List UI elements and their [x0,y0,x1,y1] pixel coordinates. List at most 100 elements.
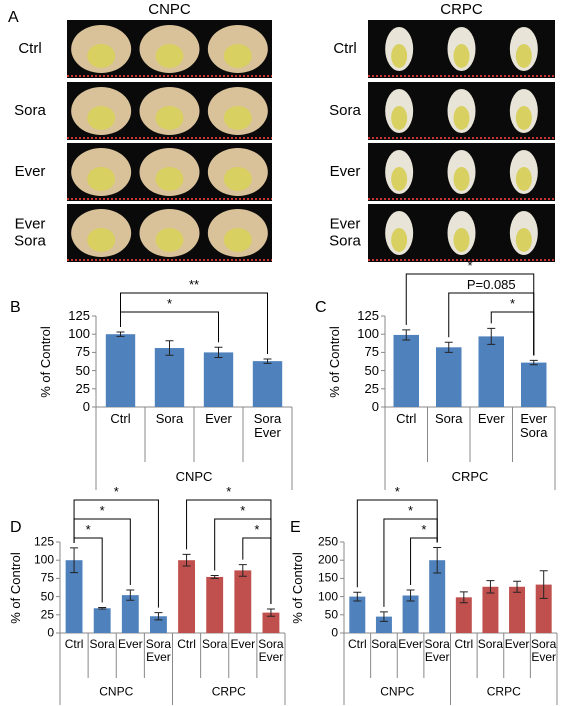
y-tick-label: 125 [68,307,90,323]
significance-label: P=0.085 [466,276,516,292]
y-axis-label: % of Control [289,551,305,624]
specimen-core [155,166,184,191]
specimen-core [87,166,116,191]
x-tick-label: Ever [504,637,530,651]
significance-bracket [405,273,535,356]
y-tick-label: 50 [40,589,54,603]
significance-label: * [166,295,173,311]
y-axis-label: % of Control [37,325,53,398]
column-title: CRPC [440,0,483,18]
significance-label: * [85,521,91,537]
error-bar [70,547,79,574]
bar [262,612,280,633]
x-tick-label: Sora Ever [424,637,450,665]
y-tick-label: 100 [317,589,338,603]
y-tick-label: 25 [364,380,379,396]
y-tick-label: 25 [40,607,54,622]
row-label: Sora [14,101,46,119]
error-bar [165,340,174,356]
bar [349,596,366,633]
y-axis-label: % of Control [7,551,23,624]
bar [429,560,446,633]
x-tick-label: Ever [398,637,423,651]
significance-label: * [509,295,516,311]
x-tick-label: Sora Ever [145,637,172,665]
x-tick-label: Ever [477,411,505,426]
bar [521,362,547,407]
row-label: Ctrl [333,39,357,57]
specimen-core [453,105,470,130]
bar [105,334,136,407]
significance-label: * [254,521,260,537]
y-tick-label: 0 [371,398,379,414]
bar [252,361,283,407]
bar [375,616,392,633]
error-bar [402,329,411,341]
error-bar [444,341,453,353]
y-tick-label: 50 [364,362,379,378]
x-tick-label: Ever Sora [520,411,548,441]
error-bar [529,359,538,366]
error-bar [379,611,388,622]
error-bar [214,346,223,358]
row-label: Sora [329,101,361,119]
x-tick-label: Ctrl [396,411,417,426]
x-tick-label: Ctrl [454,637,474,651]
error-bar [433,546,442,574]
error-bar [116,331,125,337]
bar [154,348,185,407]
specimen-core [453,43,470,68]
bar [234,570,252,633]
significance-label: * [99,502,105,518]
x-tick-label: Sora Ever [258,637,284,665]
error-bar [539,570,548,599]
significance-label: * [113,483,119,499]
y-tick-label: 150 [317,570,338,585]
row-label: Ever [14,162,46,180]
x-tick-label: Sora [435,411,463,426]
specimen-core [87,43,116,68]
specimen-core [391,227,408,252]
specimen-core [155,105,184,130]
bar [65,560,83,633]
error-bar [154,612,163,621]
y-tick-label: 200 [317,552,338,567]
significance-label: * [226,483,232,499]
y-tick-label: 75 [40,570,54,585]
error-bar [238,564,247,577]
x-tick-label: Ever [117,637,143,651]
error-bar [459,591,468,604]
error-bar [263,358,272,364]
panel-label: C [315,299,327,317]
specimen-core [391,105,408,130]
specimen-core [87,105,116,130]
x-tick-label: Ctrl [110,411,131,426]
specimen-core [391,43,408,68]
significance-label: * [240,502,246,518]
y-tick-label: 250 [317,534,338,549]
x-tick-label: Sora Ever [531,637,557,665]
y-tick-label: 100 [68,326,90,342]
bar [482,586,499,633]
y-tick-label: 50 [324,607,338,622]
bar [455,597,472,633]
y-tick-label: 75 [75,344,90,360]
group-label: CRPC [451,468,489,484]
error-bar [486,580,495,594]
group-label: CRPC [486,684,521,699]
x-tick-label: Sora [477,637,504,651]
bar [150,616,167,633]
x-tick-label: Ctrl [347,637,367,651]
bar [121,595,139,633]
y-tick-label: 100 [357,326,379,342]
specimen-core [155,227,184,252]
x-tick-label: Sora [202,637,228,651]
panel-label: E [290,519,301,537]
row-label: Ever Sora [14,215,46,249]
x-tick-label: Sora [371,637,397,651]
x-tick-label: Sora [89,637,115,651]
significance-label: * [467,257,473,273]
error-bar [266,608,275,617]
